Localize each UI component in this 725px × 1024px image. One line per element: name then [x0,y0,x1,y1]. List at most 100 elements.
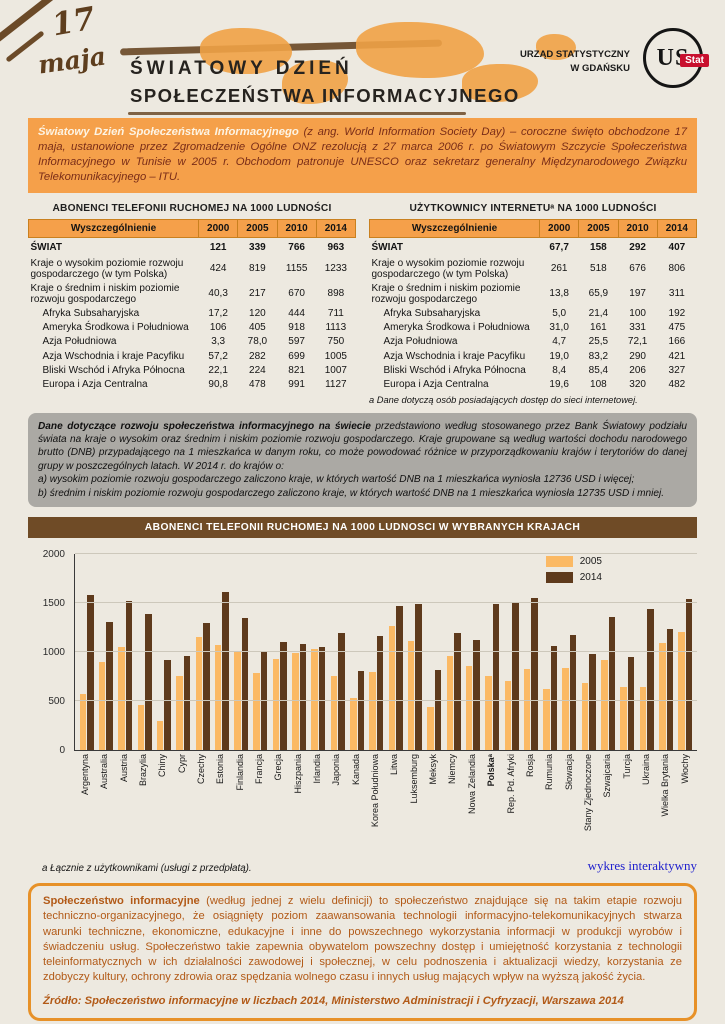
x-axis-label: Rep. Pd. Afryki [505,754,516,814]
cell-value: 331 [629,322,646,334]
table-header-row: Wyszczególnienie 2000 2005 2010 2014 [368,219,698,239]
bar-2014 [589,654,596,751]
bar-2005 [678,631,685,751]
cell-value: 19,6 [549,378,569,390]
bar-2005 [253,672,260,751]
chart-plot-area: 2005 2014 [74,553,697,752]
bar-group [579,654,598,751]
cell-value: 1127 [325,378,347,390]
cell-value: 197 [629,288,646,300]
x-axis-label: Australia [99,754,110,790]
cell-value: 5,0 [552,308,567,320]
cell-value: 57,2 [208,350,228,362]
bar-2005 [485,675,492,751]
definition-box: Społeczeństwo informacyjne (według jedne… [28,883,697,1021]
cell-value: 21,4 [588,308,609,320]
legend-label: 2005 [579,556,602,568]
gridline [75,602,697,604]
cell-value: 819 [249,263,266,275]
cell-value: 327 [668,364,686,376]
row-label: Kraje o średnim i niskim poziomie rozwoj… [371,282,521,305]
legend-label: 2014 [579,572,602,584]
source-line: Źródło: Społeczeństwo informacyjne w lic… [43,994,624,1007]
cell-value: 13,8 [549,288,569,300]
bar-2005 [543,689,550,751]
bar-2014 [454,632,461,751]
note-item-a: a) wysokim poziomie rozwoju gospodarczeg… [38,474,635,486]
bar-chart-section: ABONENCI TELEFONII RUCHOMEJ NA 1000 LUDN… [28,517,697,874]
logo-stat-text: Stat [680,54,709,67]
bars-container [75,554,697,751]
x-axis-label: Luksemburg [408,754,419,804]
bar-group [232,617,251,751]
bar-group [367,636,386,751]
y-tick-label: 1000 [42,647,65,659]
column-header: Wyszczególnienie [368,219,541,239]
y-tick-label: 2000 [42,549,65,561]
bar-2005 [156,720,164,751]
note-body: przedstawiono według stosowanego przez B… [38,420,687,472]
cell-value: 475 [668,322,686,334]
cell-value: 120 [249,308,266,320]
table-row: Azja Południowa 3,3 78,0 597 750 [29,335,356,349]
cell-value: 750 [327,336,345,348]
cell-value: 405 [249,322,266,334]
row-label: Bliski Wschód i Afryka Północna [42,364,185,376]
bar-2005 [118,647,125,751]
bar-group [541,646,560,751]
table-row: Kraje o średnim i niskim poziomie rozwoj… [370,281,697,306]
bar-group [425,669,444,751]
cell-value: 3,3 [211,336,226,348]
bar-group [116,601,135,751]
bar-group [521,598,540,751]
bar-2014 [434,669,442,751]
us-stat-logo: US Stat [643,28,709,90]
column-header: 2000 [198,219,239,239]
intro-box: Światowy Dzień Społeczeństwa Informacyjn… [28,118,697,194]
cell-value: 19,0 [549,350,569,362]
bar-2005 [581,683,589,751]
cell-value: 108 [590,378,607,390]
interactive-chart-link[interactable]: wykres interaktywny [587,858,697,874]
x-axis-label: Niemcy [447,754,458,785]
row-label: Kraje o wysokim poziomie rozwoju gospoda… [371,257,525,280]
x-axis-label: Japonia [331,754,342,786]
cell-value: 699 [288,350,305,362]
bar-2005 [446,656,454,751]
bar-2014 [550,646,558,751]
column-header: 2010 [617,219,658,239]
bar-2005 [234,652,241,751]
bar-2014 [260,652,268,751]
cell-value: 407 [668,242,686,254]
cell-value: 121 [209,242,227,254]
cell-value: 1113 [325,322,347,334]
cell-value: 67,7 [549,242,569,254]
bar-group [502,603,521,751]
chart-footnote: a Łącznie z użytkownikami (usługi z prze… [42,863,252,875]
bar-group [656,628,675,751]
row-label: Ameryka Środkowa i Południowa [42,322,189,334]
bar-2014 [396,606,403,751]
cell-value: 292 [629,242,646,254]
row-label: ŚWIAT [30,242,62,254]
row-label: Afryka Subsaharyjska [383,308,481,320]
cell-value: 161 [590,322,607,334]
x-axis-label: Wielka Brytania [660,754,671,817]
bar-group [270,642,289,751]
chart-footer-row: a Łącznie z użytkownikami (usługi z prze… [28,858,697,874]
row-label: Azja Wschodnia i kraje Pacyfiku [42,350,185,362]
bar-2005 [427,706,434,751]
date-day: 17 [49,0,98,44]
table-internet-users: UŻYTKOWNICY INTERNETUᵃ NA 1000 LUDNOŚCI … [368,203,698,405]
bar-2014 [87,595,94,751]
bar-2014 [608,616,616,751]
table-mobile-subscribers: ABONENCI TELEFONII RUCHOMEJ NA 1000 LUDN… [27,203,357,405]
bar-2014 [627,657,635,751]
bar-2014 [415,604,422,751]
x-axis-labels: Argentyna Australia Austria Brazylia Chiny Cy… [74,751,697,856]
cell-value: 421 [668,350,686,362]
bar-2005 [79,694,87,751]
x-axis-label: Kanada [350,754,361,786]
column-header: 2014 [315,219,357,239]
cell-value: 918 [288,322,305,334]
